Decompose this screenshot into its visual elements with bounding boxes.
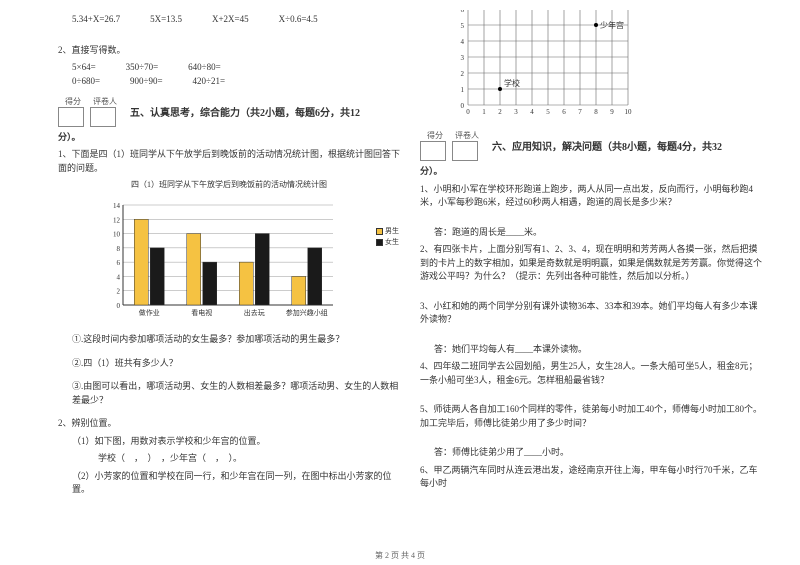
calc-a-1: 5×64= bbox=[72, 62, 96, 72]
svg-text:2: 2 bbox=[498, 108, 502, 116]
svg-text:5: 5 bbox=[546, 108, 550, 116]
section-6-end: 分）。 bbox=[420, 165, 762, 179]
svg-text:5: 5 bbox=[461, 22, 465, 30]
eq2: 5X=13.5 bbox=[150, 14, 182, 24]
eq1: 5.34+X=26.7 bbox=[72, 14, 120, 24]
q5-2-1b: 学校（ ， ） ，少年宫（ ， ）。 bbox=[58, 452, 400, 466]
page-container: 5.34+X=26.7 5X=13.5 X+2X=45 X÷0.6=4.5 2、… bbox=[0, 0, 800, 545]
page-footer: 第 2 页 共 4 页 bbox=[0, 550, 800, 561]
eq3: X+2X=45 bbox=[212, 14, 249, 24]
q5-1-1: ①.这段时间内参加哪项活动的女生最多？参加哪项活动的男生最多？ bbox=[58, 333, 400, 347]
q6-2: 2、有四张卡片，上面分别写有1、2、3、4，现在明明和芳芳两人各摸一张，然后把摸… bbox=[420, 243, 762, 284]
calc-row-a: 5×64= 350÷70= 640÷80= bbox=[58, 62, 400, 72]
equation-row: 5.34+X=26.7 5X=13.5 X+2X=45 X÷0.6=4.5 bbox=[58, 14, 400, 24]
score-label-2: 评卷人 bbox=[93, 96, 117, 107]
legend-girls: 女生 bbox=[385, 237, 399, 247]
score-block-5: 得分 评卷人 五、认真思考，综合能力（共2小题，每题6分，共12 bbox=[58, 96, 400, 127]
score-label-2b: 评卷人 bbox=[455, 130, 479, 141]
q6-6: 6、甲乙两辆汽车同时从连云港出发，途经南京开往上海，甲车每小时行70千米，乙车每… bbox=[420, 464, 762, 491]
svg-text:4: 4 bbox=[530, 108, 534, 116]
q5-1-3: ③.由图可以看出，哪项活动男、女生的人数相差最多？哪项活动男、女生的人数相差最少… bbox=[58, 380, 400, 407]
svg-text:8: 8 bbox=[594, 108, 598, 116]
calc-b-3: 420÷21= bbox=[193, 76, 226, 86]
score-box-2b bbox=[452, 141, 478, 161]
q6-3: 3、小红和她的两个同学分别有课外读物36本、33本和39本。她们平均每人有多少本… bbox=[420, 300, 762, 327]
svg-text:14: 14 bbox=[113, 202, 121, 210]
score-block-6: 得分 评卷人 六、应用知识，解决问题（共8小题，每题4分，共32 bbox=[420, 130, 762, 161]
score-box-1b bbox=[420, 141, 446, 161]
svg-text:1: 1 bbox=[482, 108, 486, 116]
svg-text:6: 6 bbox=[461, 10, 465, 14]
score-box-2 bbox=[90, 107, 116, 127]
score-label-1b: 得分 bbox=[427, 130, 443, 141]
svg-text:8: 8 bbox=[117, 245, 121, 253]
q5-1-2: ②.四（1）班共有多少人？ bbox=[58, 357, 400, 371]
q5-2-2: （2）小芳家的位置和学校在同一行，和少年宫在同一列，在图中标出小芳家的位置。 bbox=[58, 470, 400, 497]
calc-b-2: 900÷90= bbox=[130, 76, 163, 86]
score-box-1 bbox=[58, 107, 84, 127]
calc-row-b: 0÷680= 900÷90= 420÷21= bbox=[58, 76, 400, 86]
ans6-1: 答：跑道的周长是____米。 bbox=[420, 226, 762, 240]
section-5-end: 分）。 bbox=[58, 131, 400, 145]
svg-text:出去玩: 出去玩 bbox=[244, 308, 265, 317]
q5-2: 2、辨别位置。 bbox=[58, 417, 400, 431]
svg-text:2: 2 bbox=[117, 288, 121, 296]
svg-text:4: 4 bbox=[461, 38, 465, 46]
svg-text:做作业: 做作业 bbox=[139, 308, 160, 317]
calc-a-3: 640÷80= bbox=[188, 62, 221, 72]
svg-text:3: 3 bbox=[461, 54, 465, 62]
q5-1: 1、下面是四（1）班同学从下午放学后到晚饭前的活动情况统计图，根据统计图回答下面… bbox=[58, 148, 400, 175]
right-column: 0 1 2 3 4 5 6 7 8 9 10 0 1 2 3 4 5 6 学校 少年宫 得分 评卷人 六、应用知识，解… bbox=[412, 10, 770, 545]
svg-text:12: 12 bbox=[113, 216, 121, 224]
svg-text:10: 10 bbox=[625, 108, 633, 116]
section-6-title: 六、应用知识，解决问题（共8小题，每题4分，共32 bbox=[492, 138, 722, 153]
svg-text:0: 0 bbox=[466, 108, 470, 116]
q6-1: 1、小明和小军在学校环形跑道上跑步，两人从同一点出发，反向而行，小明每秒跑4米，… bbox=[420, 183, 762, 210]
q5-2-1: （1）如下图，用数对表示学校和少年宫的位置。 bbox=[58, 435, 400, 449]
coordinate-grid: 0 1 2 3 4 5 6 7 8 9 10 0 1 2 3 4 5 6 学校 少年宫 bbox=[450, 10, 650, 120]
q6-4: 4、四年级二班同学去公园划船，男生25人，女生28人。一条大船可坐5人，租金8元… bbox=[420, 360, 762, 387]
svg-text:6: 6 bbox=[562, 108, 566, 116]
bar-chart: 02468101214做作业看电视出去玩参加兴趣小组 男生 女生 bbox=[99, 195, 359, 325]
ans6-5: 答：师傅比徒弟少用了____小时。 bbox=[420, 446, 762, 460]
svg-text:参加兴趣小组: 参加兴趣小组 bbox=[286, 308, 328, 317]
svg-text:4: 4 bbox=[117, 273, 121, 281]
svg-text:9: 9 bbox=[610, 108, 614, 116]
q2-title: 2、直接写得数。 bbox=[58, 44, 400, 58]
svg-text:0: 0 bbox=[461, 102, 465, 110]
svg-text:2: 2 bbox=[461, 70, 465, 78]
svg-text:6: 6 bbox=[117, 259, 121, 267]
svg-text:少年宫: 少年宫 bbox=[600, 20, 624, 30]
q6-5: 5、师徒两人各自加工160个同样的零件，徒弟每小时加工40个，师傅每小时加工80… bbox=[420, 403, 762, 430]
section-5-title: 五、认真思考，综合能力（共2小题，每题6分，共12 bbox=[130, 104, 360, 119]
svg-text:3: 3 bbox=[514, 108, 518, 116]
chart-legend: 男生 女生 bbox=[376, 225, 399, 248]
chart-title: 四（1）班同学从下午放学后到晚饭前的活动情况统计图 bbox=[58, 179, 400, 191]
svg-text:0: 0 bbox=[117, 302, 121, 310]
svg-text:10: 10 bbox=[113, 231, 121, 239]
ans6-3: 答：她们平均每人有____本课外读物。 bbox=[420, 343, 762, 357]
eq4: X÷0.6=4.5 bbox=[279, 14, 318, 24]
score-label-1: 得分 bbox=[65, 96, 81, 107]
svg-text:学校: 学校 bbox=[504, 78, 520, 88]
left-column: 5.34+X=26.7 5X=13.5 X+2X=45 X÷0.6=4.5 2、… bbox=[50, 10, 408, 545]
svg-text:看电视: 看电视 bbox=[191, 308, 212, 317]
legend-boys: 男生 bbox=[385, 226, 399, 236]
calc-a-2: 350÷70= bbox=[126, 62, 159, 72]
svg-text:1: 1 bbox=[461, 86, 465, 94]
svg-text:7: 7 bbox=[578, 108, 582, 116]
calc-b-1: 0÷680= bbox=[72, 76, 100, 86]
